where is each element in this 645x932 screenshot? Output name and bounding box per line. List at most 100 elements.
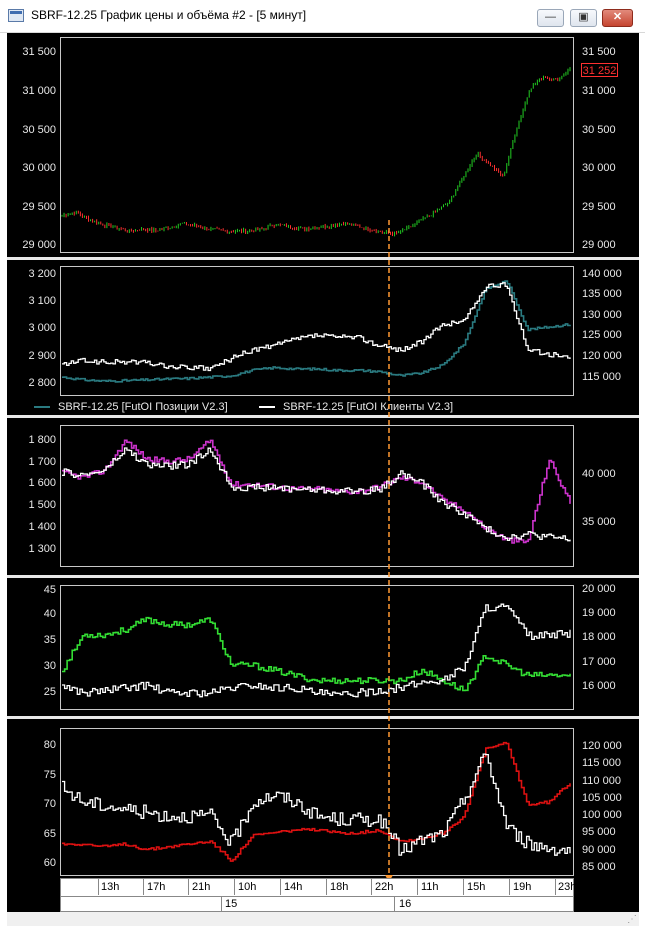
clients-line <box>62 282 571 372</box>
pane5-tick-right: 90 000 <box>582 844 616 856</box>
time-label: 14h <box>284 881 303 893</box>
indicator-white-line <box>62 753 571 856</box>
pane5-tick-left: 65 <box>43 828 56 840</box>
pane5-tick-right: 105 000 <box>582 792 622 804</box>
indicator-white-line <box>62 447 571 542</box>
pane4-tick-right: 16 000 <box>582 680 616 692</box>
pane4-tick-right: 19 000 <box>582 607 616 619</box>
pane3-tick-left: 1 800 <box>28 434 56 446</box>
price-tick-left: 31 000 <box>22 85 56 97</box>
price-tick-left: 30 000 <box>22 162 56 174</box>
time-label: 21h <box>192 881 211 893</box>
pane2-tick-right: 130 000 <box>582 309 622 321</box>
price-tick-right: 31 500 <box>582 46 616 58</box>
indicator-pane-3[interactable] <box>60 425 574 567</box>
price-tick-right: 29 500 <box>582 201 616 213</box>
legend-item-positions[interactable]: SBRF-12.25 [FutOI Позиции V2.3] <box>34 401 228 413</box>
legend-item-clients[interactable]: SBRF-12.25 [FutOI Клиенты V2.3] <box>259 401 453 413</box>
pane4-tick-left: 25 <box>43 686 56 698</box>
pane2-tick-right: 115 000 <box>582 371 621 383</box>
price-tick-left: 31 500 <box>22 46 56 58</box>
pane3-tick-right: 35 000 <box>582 516 616 528</box>
time-label: 22h <box>375 881 394 893</box>
pane4-tick-left: 30 <box>43 660 56 672</box>
time-label: 18h <box>330 881 349 893</box>
legend-label: SBRF-12.25 [FutOI Клиенты V2.3] <box>283 401 454 413</box>
pane4-tick-right: 20 000 <box>582 583 616 595</box>
time-label: 15h <box>467 881 486 893</box>
indicator-pane-4[interactable] <box>60 585 574 710</box>
pane-separator[interactable] <box>7 415 639 418</box>
current-price-badge: 31 252 <box>581 63 618 77</box>
pane5-tick-left: 75 <box>43 769 56 781</box>
indicator-red-line <box>62 741 571 862</box>
pane-separator[interactable] <box>7 257 639 260</box>
time-axis[interactable]: 13h 17h 21h 10h 14h 18h 22h 11h 15h 19h … <box>60 878 576 912</box>
price-tick-right: 29 000 <box>582 239 616 251</box>
legend-label: SBRF-12.25 [FutOI Позиции V2.3] <box>58 401 228 413</box>
pane3-tick-left: 1 600 <box>28 477 56 489</box>
price-tick-left: 29 000 <box>22 239 56 251</box>
window-title: SBRF-12.25 График цены и объёма #2 - [5 … <box>31 8 307 22</box>
pane4-tick-right: 18 000 <box>582 631 616 643</box>
indicator-white-line <box>62 603 571 698</box>
close-button[interactable]: ✕ <box>602 9 633 27</box>
pane2-tick-right: 120 000 <box>582 350 622 362</box>
price-tick-left: 30 500 <box>22 124 56 136</box>
price-tick-right: 31 000 <box>582 85 616 97</box>
minimize-button[interactable]: — <box>537 9 564 27</box>
pane5-tick-right: 95 000 <box>582 826 616 838</box>
chart-window-icon <box>8 9 24 22</box>
pane5-tick-right: 110 000 <box>582 775 621 787</box>
date-label: 15 <box>225 898 238 910</box>
pane3-tick-right: 40 000 <box>582 468 616 480</box>
indicator-green-line <box>62 616 571 692</box>
price-pane[interactable] <box>60 37 574 253</box>
date-label: 16 <box>399 898 412 910</box>
positions-line <box>62 280 571 383</box>
pane5-tick-left: 60 <box>43 857 56 869</box>
pane2-tick-right: 135 000 <box>582 288 622 300</box>
indicator-pane-5[interactable] <box>60 728 574 876</box>
pane-separator[interactable] <box>7 716 639 719</box>
pane4-tick-left: 35 <box>43 634 56 646</box>
title-bar[interactable]: SBRF-12.25 График цены и объёма #2 - [5 … <box>0 0 645 33</box>
pane-separator[interactable] <box>7 575 639 578</box>
pane3-tick-left: 1 400 <box>28 521 56 533</box>
pane3-tick-left: 1 700 <box>28 456 56 468</box>
price-tick-left: 29 500 <box>22 201 56 213</box>
pane4-tick-left: 45 <box>43 584 56 596</box>
pane2-tick-left: 2 900 <box>28 350 56 362</box>
pane2-tick-right: 125 000 <box>582 329 622 341</box>
pane5-tick-right: 100 000 <box>582 809 622 821</box>
pane2-tick-left: 2 800 <box>28 377 56 389</box>
price-tick-right: 30 000 <box>582 162 616 174</box>
time-label: 19h <box>513 881 532 893</box>
pane5-tick-right: 115 000 <box>582 757 621 769</box>
pane5-tick-left: 70 <box>43 798 56 810</box>
pane4-tick-left: 40 <box>43 608 56 620</box>
time-label: 17h <box>147 881 166 893</box>
resize-grip-icon: ⋰ <box>627 914 637 925</box>
price-tick-right: 30 500 <box>582 124 616 136</box>
pane5-tick-left: 80 <box>43 739 56 751</box>
time-label: 11h <box>421 881 439 893</box>
pane4-tick-right: 17 000 <box>582 656 616 668</box>
pane5-tick-right: 120 000 <box>582 740 622 752</box>
chart-area <box>7 33 639 926</box>
pane2-tick-left: 3 000 <box>28 322 56 334</box>
pane2-tick-right: 140 000 <box>582 268 622 280</box>
restore-button[interactable]: ▣ <box>570 9 597 27</box>
open-interest-pane[interactable] <box>60 266 574 396</box>
pane2-tick-left: 3 200 <box>28 268 56 280</box>
time-label: 10h <box>238 881 257 893</box>
pane3-tick-left: 1 500 <box>28 499 56 511</box>
pane3-tick-left: 1 300 <box>28 543 56 555</box>
legend-swatch <box>34 406 50 409</box>
time-label: 13h <box>101 881 120 893</box>
horizontal-scrollbar[interactable]: ⋰ <box>7 912 639 926</box>
pane5-tick-right: 85 000 <box>582 861 616 873</box>
pane2-tick-left: 3 100 <box>28 295 56 307</box>
legend-swatch <box>259 406 275 409</box>
